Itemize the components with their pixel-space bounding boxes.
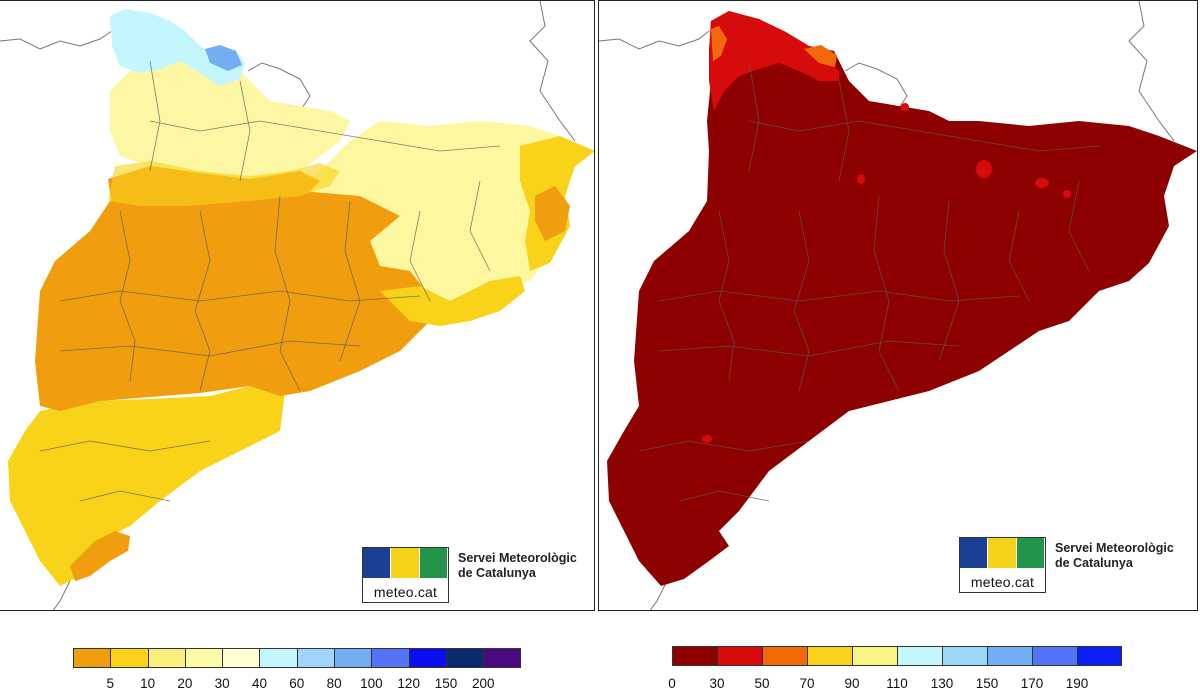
legend-tick-label: 50 <box>754 676 770 691</box>
legend-swatch <box>334 648 372 668</box>
region-pyrenees-red <box>709 11 839 111</box>
legend-tick-label: 110 <box>886 676 908 691</box>
legend-swatch <box>672 646 717 666</box>
map-panel-right: meteo.cat Servei Meteorològic de Catalun… <box>598 0 1198 611</box>
region-south <box>8 386 285 586</box>
legend-swatch <box>1077 646 1122 666</box>
legend-tick-label: 150 <box>975 676 999 691</box>
meteocat-logo-left: meteo.cat Servei Meteorològic de Catalun… <box>362 547 577 603</box>
legend-swatch <box>296 648 335 668</box>
region-ebro-delta <box>70 531 130 581</box>
legend-swatch <box>897 646 942 666</box>
legend-swatch <box>73 648 111 668</box>
meteocat-logo-right: meteo.cat Servei Meteorològic de Catalun… <box>959 537 1174 593</box>
sun-icon <box>391 548 420 578</box>
legend-swatch <box>184 648 223 668</box>
legend-swatch <box>371 648 409 668</box>
catalonia-map-left <box>0 1 594 610</box>
legend-tick-label: 80 <box>326 676 342 691</box>
lines-icon <box>960 538 989 568</box>
legend-swatch <box>147 648 185 668</box>
legend-tick-label: 170 <box>1020 676 1044 691</box>
legend-tick-label: 100 <box>360 676 383 691</box>
legend-tick-label: 120 <box>397 676 420 691</box>
logo-title-line1: Servei Meteorològic <box>458 551 577 565</box>
region-pyrenees-high <box>110 9 245 86</box>
legend-swatch <box>1032 646 1077 666</box>
legend-swatch <box>259 648 297 668</box>
border-lines <box>599 1 1175 610</box>
region-center <box>35 181 470 411</box>
region-pyrenees-orange-w <box>711 26 727 61</box>
region-east-orange <box>535 186 570 241</box>
region-band-yellow <box>108 161 340 206</box>
temperature-fields <box>607 11 1197 586</box>
border-lines <box>0 1 576 610</box>
legend-tick-label: 150 <box>434 676 458 691</box>
legend-swatch <box>762 646 807 666</box>
logo-title: Servei Meteorològic de Catalunya <box>458 551 577 581</box>
logo-wordmark: meteo.cat <box>373 584 438 600</box>
spot-2 <box>1035 178 1049 188</box>
region-main <box>607 11 1197 586</box>
region-pyrenees-orange-e <box>804 45 837 67</box>
spot-5 <box>702 435 712 443</box>
legend-tick-label: 5 <box>106 676 115 691</box>
region-pyrenees-peak <box>205 45 242 71</box>
legend-swatch <box>408 648 446 668</box>
legend-tick-label: 10 <box>140 676 156 691</box>
legend-right-ticks: 0 30 50 70 90 110 130 150 170 190 <box>668 676 1122 692</box>
logo-emblem: meteo.cat <box>959 537 1046 593</box>
legend-tick-label: 130 <box>930 676 954 691</box>
cloud-icon <box>419 548 448 578</box>
legend-tick-label: 0 <box>668 676 676 691</box>
map-panel-left: meteo.cat Servei Meteorològic de Catalun… <box>0 0 595 611</box>
legend-tick-label: 70 <box>799 676 815 691</box>
legend-tick-label: 40 <box>251 676 268 691</box>
legend-swatch <box>717 646 762 666</box>
spot-1 <box>976 160 992 178</box>
logo-emblem: meteo.cat <box>362 547 449 603</box>
precipitation-fields <box>8 9 594 586</box>
spot-4 <box>857 174 865 184</box>
spot-3 <box>1063 190 1071 198</box>
legend-tick-label: 90 <box>844 676 860 691</box>
legend-swatch <box>807 646 852 666</box>
legend-left-ticks: 5 10 20 30 40 60 80 100 120 150 200 <box>73 676 521 692</box>
legend-tick-label: 30 <box>709 676 725 691</box>
region-north <box>110 51 350 181</box>
comarca-boundaries <box>39 60 501 502</box>
spot-6 <box>901 103 909 111</box>
legend-swatch <box>483 648 521 668</box>
legend-swatch <box>987 646 1032 666</box>
legend-swatch <box>222 648 260 668</box>
legend-swatch <box>110 648 148 668</box>
logo-title-line2: de Catalunya <box>458 566 536 580</box>
sun-icon <box>988 538 1017 568</box>
legend-tick-label: 200 <box>472 676 495 691</box>
logo-title-line2: de Catalunya <box>1055 556 1133 570</box>
logo-wordmark: meteo.cat <box>970 574 1035 590</box>
legend-tick-label: 190 <box>1065 676 1089 691</box>
legend-right <box>672 646 1122 666</box>
logo-title-line1: Servei Meteorològic <box>1055 541 1174 555</box>
lines-icon <box>363 548 392 578</box>
region-coast-yellow <box>380 276 525 326</box>
logo-title: Servei Meteorològic de Catalunya <box>1055 541 1174 571</box>
comarca-boundaries <box>638 60 1100 502</box>
legend-swatch <box>942 646 987 666</box>
legend-left <box>73 648 521 668</box>
legend-tick-label: 30 <box>214 676 230 691</box>
legend-tick-label: 20 <box>177 676 193 691</box>
catalonia-map-right <box>599 1 1197 610</box>
legend-swatch <box>445 648 484 668</box>
cloud-icon <box>1016 538 1045 568</box>
legend-swatch <box>852 646 897 666</box>
legend-tick-label: 60 <box>289 676 305 691</box>
